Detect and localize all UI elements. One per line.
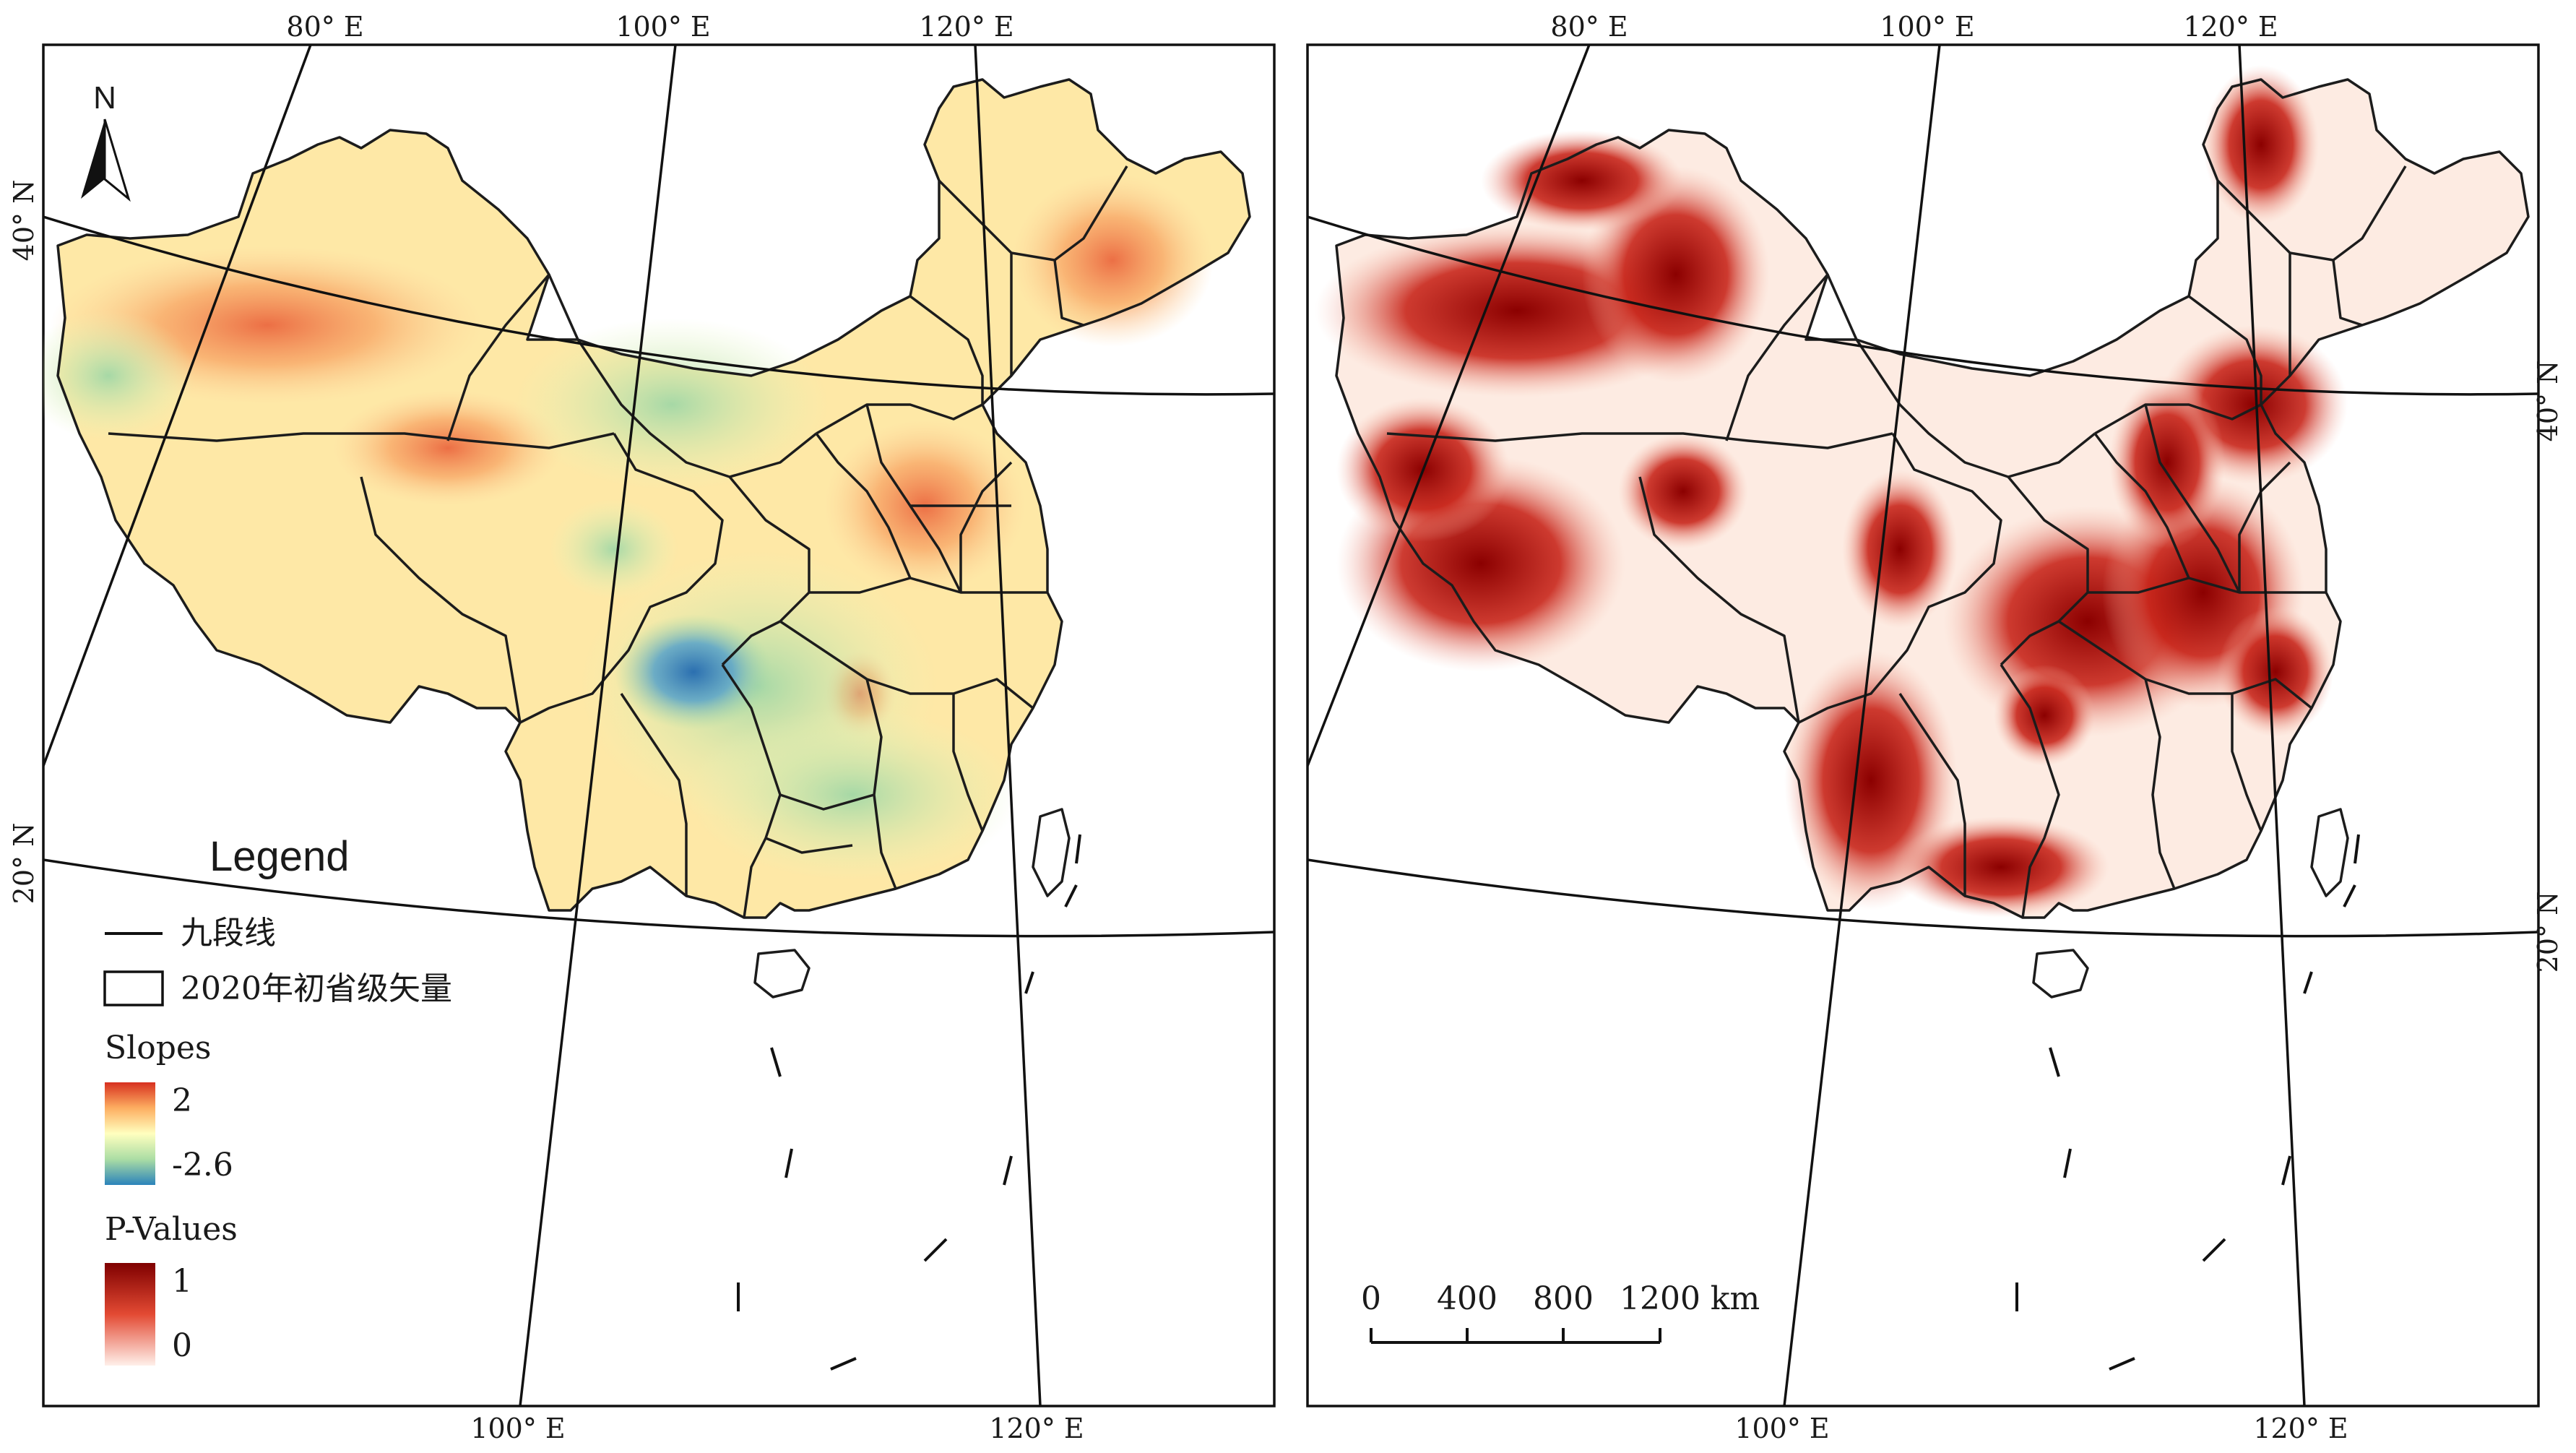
left-top-label-1: 100° E [615, 11, 710, 43]
left-bottom-label-0: 100° E [470, 1413, 565, 1444]
slopes-title: Slopes [105, 1030, 212, 1066]
slopes-min: -2.6 [172, 1147, 233, 1183]
left-map-frame [42, 43, 1276, 1407]
left-side-label-1: 20° N [8, 823, 40, 905]
scale-tick-3: 1200 [1620, 1280, 1700, 1317]
right-top-label-2: 120° E [2183, 11, 2278, 43]
right-map-body [1308, 45, 2538, 1406]
left-top-label-0: 80° E [286, 11, 363, 43]
north-arrow-label: N [93, 80, 116, 116]
pvalues-colorbar [105, 1263, 155, 1366]
pvalues-min: 0 [172, 1327, 192, 1364]
left-nine-dash-line [737, 834, 1081, 1371]
left-hainan [753, 949, 811, 999]
legend-title: Legend [209, 833, 350, 880]
scale-tick-2: 800 [1533, 1280, 1594, 1317]
right-side-label-1: 20° N [2532, 892, 2564, 973]
left-map-body [43, 45, 1274, 1406]
left-province-boundaries [108, 165, 1128, 918]
province-swatch [103, 970, 164, 1006]
scale-unit: km [1711, 1280, 1760, 1317]
slopes-max: 2 [172, 1082, 192, 1119]
scale-tick-1: 400 [1437, 1280, 1497, 1317]
scale-tick-0: 0 [1361, 1280, 1381, 1317]
scale-bar: 0 400 800 1200 km [1361, 1280, 1760, 1344]
slopes-colorbar [105, 1082, 155, 1185]
left-map-panel: 80° E 100° E 120° E 100° E 120° E 40° N … [8, 11, 1276, 1444]
left-taiwan [1032, 808, 1071, 897]
left-bottom-label-1: 120° E [989, 1413, 1084, 1444]
right-map-frame [1306, 43, 2540, 1407]
right-top-label-0: 80° E [1550, 11, 1628, 43]
right-side-label-0: 40° N [2532, 361, 2564, 442]
left-top-label-2: 120° E [919, 11, 1013, 43]
right-graticule [1308, 45, 2538, 1406]
pvalues-title: P-Values [105, 1211, 238, 1248]
right-top-label-1: 100° E [1880, 11, 1974, 43]
right-map-panel: 80° E 100° E 120° E 100° E 120° E 40° N … [1306, 11, 2564, 1444]
nine-dash-label: 九段线 [181, 915, 276, 952]
right-bottom-label-0: 100° E [1734, 1413, 1829, 1444]
legend: Legend 九段线 2020年初省级矢量 Slopes 2 -2.6 P-Va… [103, 833, 452, 1366]
left-side-label-0: 40° N [8, 180, 40, 262]
left-graticule [43, 45, 1274, 1406]
province-label: 2020年初省级矢量 [181, 970, 452, 1007]
north-arrow-icon: N [81, 80, 131, 202]
right-bottom-label-1: 120° E [2253, 1413, 2348, 1444]
pvalues-max: 1 [172, 1263, 192, 1300]
